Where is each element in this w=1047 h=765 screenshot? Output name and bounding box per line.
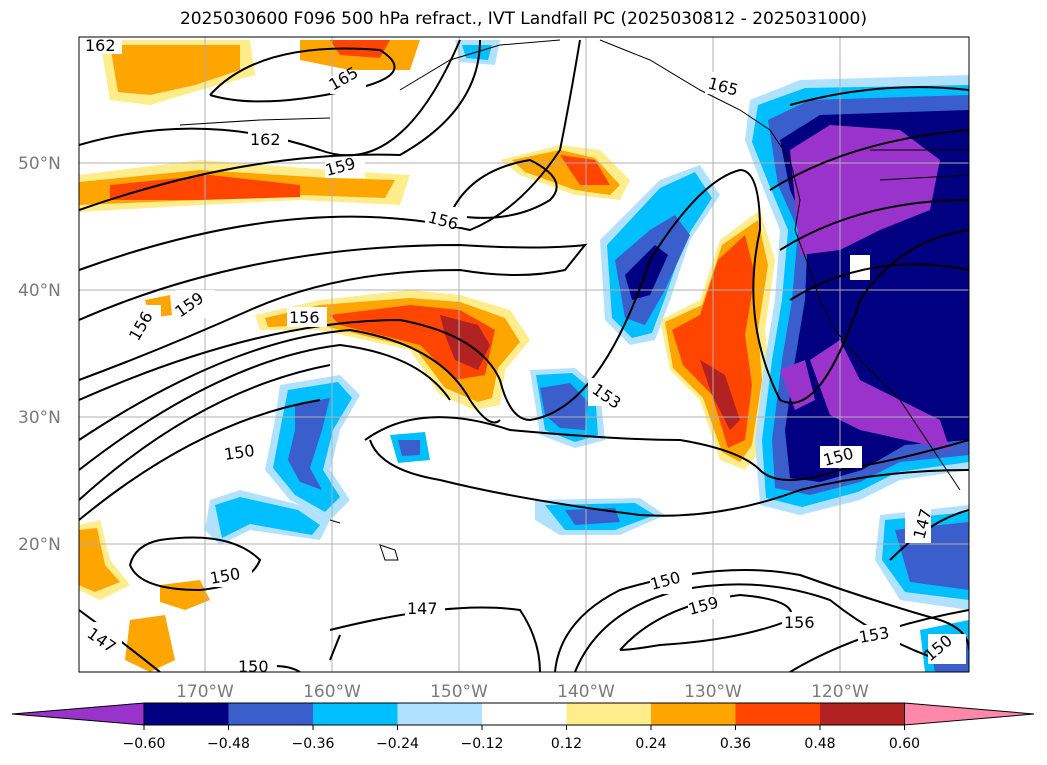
colorbar-ticks bbox=[143, 725, 905, 730]
coastlines bbox=[179, 39, 969, 561]
refractivity-contours bbox=[79, 39, 969, 672]
contour-label: 156 bbox=[289, 308, 320, 327]
plot-title: 2025030600 F096 500 hPa refract., IVT La… bbox=[179, 9, 867, 29]
colorbar-tick-label: −0.60 bbox=[123, 736, 166, 752]
lat-tick-label: 20°N bbox=[18, 535, 61, 555]
colorbar-tick-label: −0.48 bbox=[207, 736, 250, 752]
map-panel: 162 165 162 159 156 156 159 156 165 153 … bbox=[79, 36, 969, 676]
contour-label: 150 bbox=[223, 441, 256, 464]
colorbar-segment bbox=[482, 703, 567, 725]
contour-label: 147 bbox=[407, 599, 438, 618]
lon-tick-label: 170°W bbox=[176, 682, 234, 702]
colorbar-tick-label: 0.24 bbox=[635, 736, 666, 752]
lon-axis: 170°W 160°W 150°W 140°W 130°W 120°W bbox=[176, 682, 869, 702]
lon-tick-label: 120°W bbox=[811, 682, 869, 702]
colorbar-segment bbox=[144, 703, 229, 725]
contour-label: 156 bbox=[784, 613, 815, 632]
colorbar-extend-low bbox=[11, 702, 145, 726]
colorbar-segment bbox=[735, 703, 820, 725]
colorbar-tick-label: 0.12 bbox=[551, 736, 582, 752]
colorbar-segment bbox=[228, 703, 313, 725]
colorbar-tick-label: −0.24 bbox=[376, 736, 419, 752]
colorbar-segment bbox=[651, 703, 736, 725]
colorbar-segment bbox=[820, 703, 905, 725]
colorbar-segment bbox=[397, 703, 482, 725]
colorbar-tick-label: −0.12 bbox=[461, 736, 504, 752]
anomaly-fill bbox=[79, 40, 969, 672]
lon-tick-label: 160°W bbox=[303, 682, 361, 702]
contour-label: 162 bbox=[85, 36, 116, 55]
lat-tick-label: 40°N bbox=[18, 281, 61, 301]
colorbar-tick-label: 0.60 bbox=[889, 736, 920, 752]
lat-tick-label: 30°N bbox=[18, 408, 61, 428]
colorbar-tick-label: −0.36 bbox=[292, 736, 335, 752]
lat-tick-label: 50°N bbox=[18, 154, 61, 174]
lon-tick-label: 150°W bbox=[430, 682, 488, 702]
colorbar-tick-label: 0.36 bbox=[720, 736, 751, 752]
lon-tick-label: 140°W bbox=[557, 682, 615, 702]
lat-axis: 50°N 40°N 30°N 20°N bbox=[18, 154, 61, 555]
colorbar-segment bbox=[313, 703, 398, 725]
lon-tick-label: 130°W bbox=[684, 682, 742, 702]
colorbar-tick-label: 0.48 bbox=[804, 736, 835, 752]
contour-label: 150 bbox=[238, 657, 269, 676]
colorbar-segment bbox=[566, 703, 651, 725]
gridlines bbox=[79, 37, 969, 672]
colorbar: −0.60 −0.48 −0.36 −0.24 −0.12 0.12 0.24 … bbox=[11, 702, 1035, 752]
contour-label: 162 bbox=[250, 130, 281, 149]
plot-frame bbox=[78, 36, 970, 673]
colorbar-extend-high bbox=[904, 702, 1035, 726]
